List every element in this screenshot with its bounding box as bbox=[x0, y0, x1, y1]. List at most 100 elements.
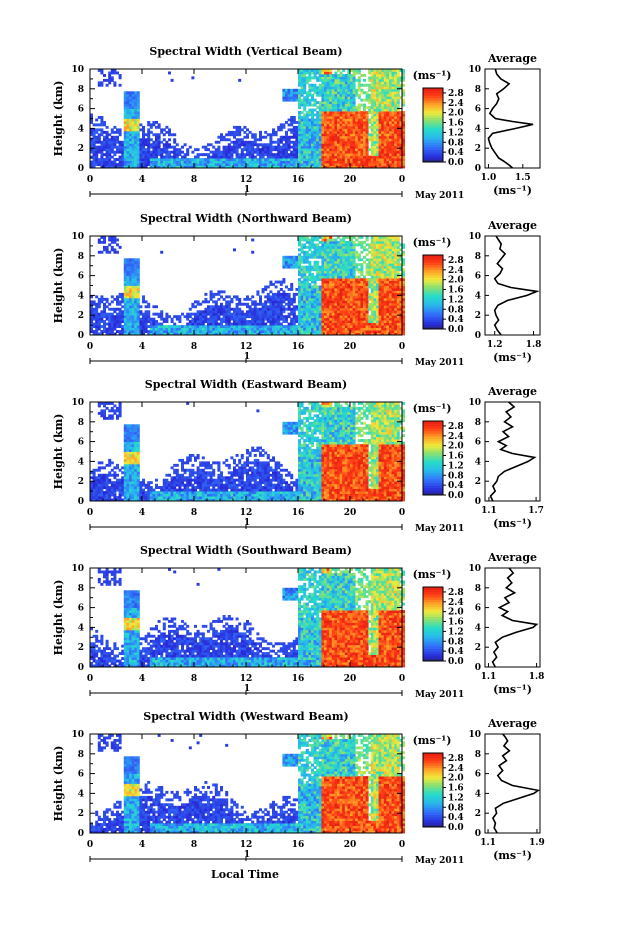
xtick-label: 8 bbox=[191, 342, 197, 352]
colorbar-segment bbox=[423, 443, 443, 447]
avg-ytick-label: 2 bbox=[475, 311, 481, 321]
colorbar-segment bbox=[423, 596, 443, 600]
colorbar-segment bbox=[423, 641, 443, 645]
colorbar-segment bbox=[423, 807, 443, 811]
colorbar-segment bbox=[423, 460, 443, 464]
average-panel: Average 0 2 4 6 8 10 1.0 1.5(ms⁻¹) bbox=[468, 52, 541, 197]
colorbar-segment bbox=[423, 107, 443, 111]
avg-ytick-label: 6 bbox=[475, 438, 481, 448]
avg-xtick-label: 1.2 bbox=[487, 340, 503, 350]
avg-ytick-label: 0 bbox=[475, 497, 481, 507]
colorbar-segment bbox=[423, 490, 443, 493]
date-label: May 2011 bbox=[415, 690, 464, 700]
colorbar-segment bbox=[423, 421, 443, 424]
colorbar-segment bbox=[423, 792, 443, 796]
colorbar-segment bbox=[423, 122, 443, 126]
colorbar-tick-label: 2.8 bbox=[448, 754, 464, 764]
ytick-label: 2 bbox=[78, 144, 84, 154]
avg-xtick-label: 1.8 bbox=[529, 672, 545, 682]
colorbar-tick-label: 0.8 bbox=[448, 803, 464, 813]
ytick-label: 4 bbox=[78, 291, 84, 301]
colorbar-segment bbox=[423, 619, 443, 622]
colorbar-segment bbox=[423, 782, 443, 786]
colorbar-tick-label: 2.0 bbox=[448, 608, 464, 618]
colorbar-segment bbox=[423, 797, 443, 801]
xtick-label: 16 bbox=[292, 342, 305, 352]
ytick-label: 10 bbox=[71, 232, 84, 242]
xtick-label: 0 bbox=[87, 175, 93, 185]
colorbar-segment bbox=[423, 765, 443, 769]
colorbar-label: (ms⁻¹) bbox=[413, 69, 452, 82]
xtick-label: 4 bbox=[139, 840, 145, 850]
colorbar-segment bbox=[423, 292, 443, 295]
colorbar-segment bbox=[423, 152, 443, 155]
xtick-label: 20 bbox=[344, 508, 357, 518]
colorbar-segment bbox=[423, 326, 443, 330]
ytick-label: 2 bbox=[78, 809, 84, 819]
day-label: 1 bbox=[244, 185, 250, 195]
colorbar-segment bbox=[423, 438, 443, 442]
colorbar-segment bbox=[423, 482, 443, 486]
colorbar-tick-label: 0.8 bbox=[448, 138, 464, 148]
colorbar-segment bbox=[423, 127, 443, 131]
ytick-label: 10 bbox=[71, 65, 84, 75]
colorbar-frame bbox=[422, 87, 444, 163]
xtick-label: 0 bbox=[87, 342, 93, 352]
avg-xtick-label: 1.8 bbox=[526, 340, 542, 350]
avg-ytick-label: 8 bbox=[475, 584, 481, 594]
average-xlabel: (ms⁻¹) bbox=[493, 517, 532, 530]
avg-ytick-label: 6 bbox=[475, 604, 481, 614]
colorbar-segment bbox=[423, 435, 443, 439]
colorbar-segment bbox=[423, 115, 443, 118]
heatmap bbox=[90, 236, 405, 336]
colorbar-label: (ms⁻¹) bbox=[413, 236, 452, 249]
colorbar-segment bbox=[423, 139, 443, 143]
ytick-label: 0 bbox=[78, 331, 84, 341]
colorbar-tick-label: 2.8 bbox=[448, 588, 464, 598]
colorbar-segment bbox=[423, 633, 443, 637]
xtick-label: 4 bbox=[139, 342, 145, 352]
colorbar-segment bbox=[423, 272, 443, 276]
colorbar-tick-label: 2.4 bbox=[448, 598, 464, 608]
ytick-label: 8 bbox=[78, 85, 84, 95]
avg-ytick-label: 10 bbox=[468, 65, 481, 75]
colorbar-tick-label: 0.0 bbox=[448, 158, 464, 168]
colorbar-segment bbox=[423, 277, 443, 281]
colorbar-segment bbox=[423, 799, 443, 803]
colorbar-segment bbox=[423, 289, 443, 293]
panel-title: Spectral Width (Southward Beam) bbox=[140, 544, 352, 557]
colorbar: (ms⁻¹) 0.00.40.81.21.62.02.42.8 bbox=[413, 734, 464, 833]
colorbar: (ms⁻¹) 0.00.40.81.21.62.02.42.8 bbox=[413, 236, 464, 335]
average-panel: Average 0 2 4 6 8 10 1.1 1.8(ms⁻¹) bbox=[468, 551, 544, 696]
colorbar-segment bbox=[423, 480, 443, 484]
average-title: Average bbox=[487, 717, 537, 730]
colorbar-frame bbox=[422, 586, 444, 662]
heatmap bbox=[90, 402, 405, 502]
avg-ytick-label: 2 bbox=[475, 144, 481, 154]
colorbar-tick-label: 0.0 bbox=[448, 491, 464, 501]
ytick-label: 8 bbox=[78, 252, 84, 262]
colorbar-frame bbox=[422, 254, 444, 330]
colorbar-segment bbox=[423, 587, 443, 590]
colorbar-segment bbox=[423, 755, 443, 759]
xtick-label: 0 bbox=[399, 175, 405, 185]
ytick-label: 4 bbox=[78, 789, 84, 799]
colorbar-segment bbox=[423, 658, 443, 662]
colorbar-tick-label: 2.0 bbox=[448, 774, 464, 784]
panel-3: Spectral Width (Southward Beam)0246810He… bbox=[52, 544, 544, 700]
average-title: Average bbox=[487, 385, 537, 398]
xtick-label: 4 bbox=[139, 175, 145, 185]
colorbar-segment bbox=[423, 455, 443, 459]
avg-ytick-label: 8 bbox=[475, 252, 481, 262]
colorbar-tick-label: 2.4 bbox=[448, 764, 464, 774]
xtick-label: 8 bbox=[191, 508, 197, 518]
colorbar-segment bbox=[423, 159, 443, 163]
colorbar-segment bbox=[423, 262, 443, 266]
colorbar-segment bbox=[423, 282, 443, 285]
colorbar-segment bbox=[423, 762, 443, 766]
average-frame bbox=[484, 733, 541, 834]
avg-xtick-label: 1.7 bbox=[528, 506, 544, 516]
colorbar-segment bbox=[423, 132, 443, 136]
y-axis-label: Height (km) bbox=[52, 81, 65, 157]
avg-xtick-label: 1.0 bbox=[481, 173, 497, 183]
